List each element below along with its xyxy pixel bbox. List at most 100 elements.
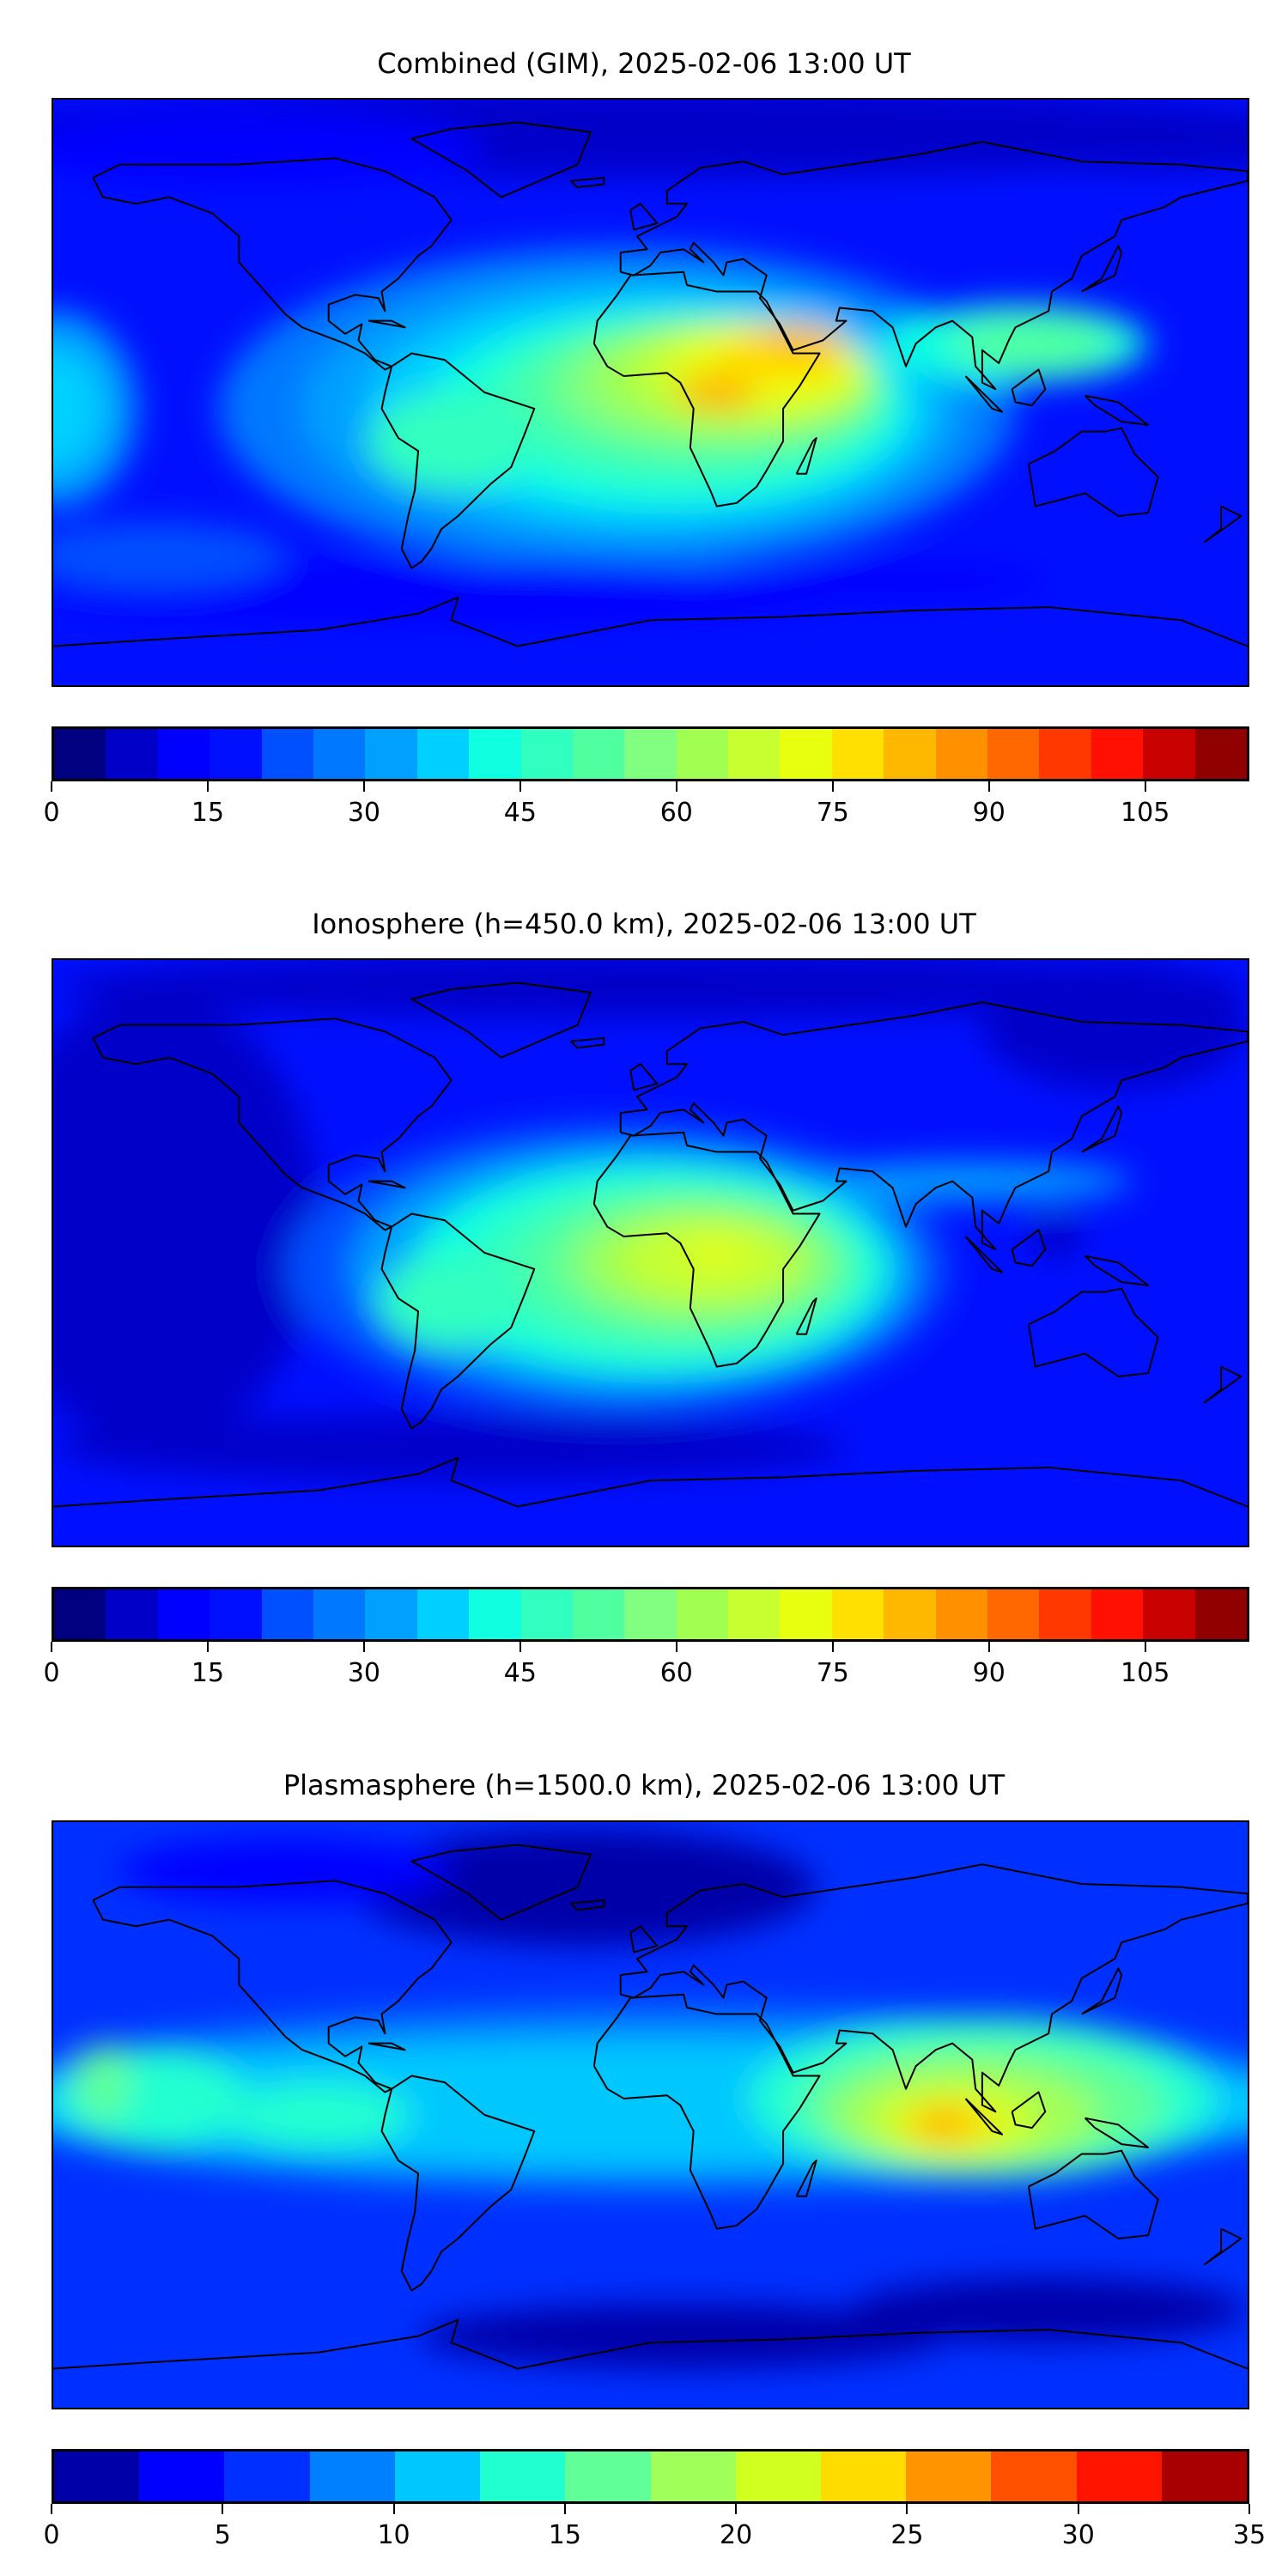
colorbar-level xyxy=(416,1589,470,1639)
coastline xyxy=(966,376,1003,412)
colorbar-level xyxy=(157,729,210,779)
contour-region xyxy=(849,2277,1248,2343)
colorbar-level xyxy=(157,1589,210,1639)
contour-region xyxy=(1028,1213,1082,1260)
colorbar-tick-label: 45 xyxy=(503,1658,537,1688)
colorbar-level xyxy=(735,2451,821,2501)
contour-region xyxy=(119,1838,452,1904)
colorbar-tick-label: 25 xyxy=(890,2520,924,2550)
colorbar-ticks-plasmasphere: 0 5 10 15 20 25 30 35 xyxy=(43,2504,1266,2555)
colorbar-level xyxy=(780,1589,832,1639)
contour-region xyxy=(799,1161,1132,1201)
colorbar-level xyxy=(394,2451,481,2501)
contour-region xyxy=(76,2043,130,2122)
colorbar-level xyxy=(54,1589,106,1639)
coastline xyxy=(594,272,820,507)
colorbar-level xyxy=(1161,2451,1248,2501)
colorbar-level xyxy=(224,2451,310,2501)
colorbar-level xyxy=(565,2451,651,2501)
colorbar-level xyxy=(624,1589,677,1639)
colorbar-level xyxy=(54,729,106,779)
colorbar-level xyxy=(935,1589,988,1639)
map-ionosphere xyxy=(52,958,1249,1547)
contour-region xyxy=(53,109,485,188)
coastline xyxy=(571,178,605,187)
contour-region xyxy=(783,562,1049,601)
colorbar-level xyxy=(1143,1589,1195,1639)
coastline xyxy=(1029,428,1158,516)
colorbar-tick-label: 30 xyxy=(347,1658,380,1688)
coastline xyxy=(368,2044,405,2050)
coastline xyxy=(53,1458,1248,1507)
coastline xyxy=(1205,507,1242,543)
panel-title-combined: Combined (GIM), 2025-02-06 13:00 UT xyxy=(377,47,911,80)
coastline xyxy=(594,1133,820,1367)
colorbar-level xyxy=(906,2451,992,2501)
coastline xyxy=(1029,2151,1158,2239)
colorbar-level xyxy=(106,1589,158,1639)
colorbar-level xyxy=(1039,729,1091,779)
coastline xyxy=(966,2099,1003,2135)
coastline xyxy=(1012,369,1046,405)
colorbar-level xyxy=(520,729,573,779)
colorbar-ticks-combined: 0 15 30 45 60 75 90 105 xyxy=(43,781,1249,833)
coastline xyxy=(382,2076,535,2291)
colorbar-level xyxy=(831,1589,884,1639)
colorbar-level xyxy=(1091,729,1144,779)
colorbar-level xyxy=(54,2451,140,2501)
colorbar-level xyxy=(365,1589,417,1639)
colorbar-level xyxy=(313,1589,366,1639)
colorbar-level xyxy=(572,729,625,779)
colorbar-tick-label: 15 xyxy=(191,1658,225,1688)
contour-region xyxy=(119,1122,319,1383)
colorbar-level xyxy=(261,1589,313,1639)
colorbar-level xyxy=(1039,1589,1091,1639)
coastline xyxy=(797,2160,817,2196)
coastline xyxy=(1205,1367,1242,1403)
colorbar-tick-label: 105 xyxy=(1121,798,1170,828)
colorbar-level xyxy=(991,2451,1077,2501)
colorbar-tick-label: 60 xyxy=(659,798,693,828)
colorbar-tick-label: 90 xyxy=(972,798,1005,828)
colorbar-level xyxy=(416,729,470,779)
coastline xyxy=(382,354,535,568)
colorbar-tick-label: 90 xyxy=(972,1658,1005,1688)
contour-region xyxy=(677,373,757,412)
colorbar-tick-label: 75 xyxy=(816,798,849,828)
colorbar-level xyxy=(987,729,1040,779)
colorbar-level xyxy=(1194,729,1247,779)
contour-region xyxy=(368,392,535,490)
colorbar-tick-label: 105 xyxy=(1121,1658,1170,1688)
colorbar-level xyxy=(650,2451,736,2501)
colorbar-level xyxy=(1076,2451,1162,2501)
colorbar-level xyxy=(480,2451,566,2501)
contour-region xyxy=(225,2082,412,2148)
map-combined xyxy=(52,98,1249,687)
coastline xyxy=(382,1214,535,1429)
contour-region xyxy=(949,106,1248,172)
coastline xyxy=(621,142,1248,389)
coastline xyxy=(93,158,451,369)
colorbar-level xyxy=(884,1589,936,1639)
coastline xyxy=(93,1880,451,2092)
colorbar-level xyxy=(676,1589,729,1639)
coastline xyxy=(1012,2092,1046,2128)
coastline xyxy=(1085,2118,1148,2148)
contour-region xyxy=(53,349,103,468)
colorbar-level xyxy=(884,729,936,779)
coastline xyxy=(1085,1256,1148,1285)
contour-region xyxy=(53,960,1248,1019)
coastline xyxy=(621,1864,1248,2111)
contour-region xyxy=(949,317,1115,370)
coastline xyxy=(966,1236,1003,1273)
colorbar-combined xyxy=(52,726,1249,781)
coastline xyxy=(1029,1289,1158,1376)
coastline xyxy=(411,983,591,1058)
coastline xyxy=(1205,2229,1242,2265)
contour-region xyxy=(53,562,850,627)
coastline xyxy=(93,1018,451,1230)
coastline xyxy=(797,438,817,474)
coastline xyxy=(1012,1230,1046,1266)
coastline xyxy=(630,1064,657,1090)
contour-region xyxy=(690,1239,744,1267)
